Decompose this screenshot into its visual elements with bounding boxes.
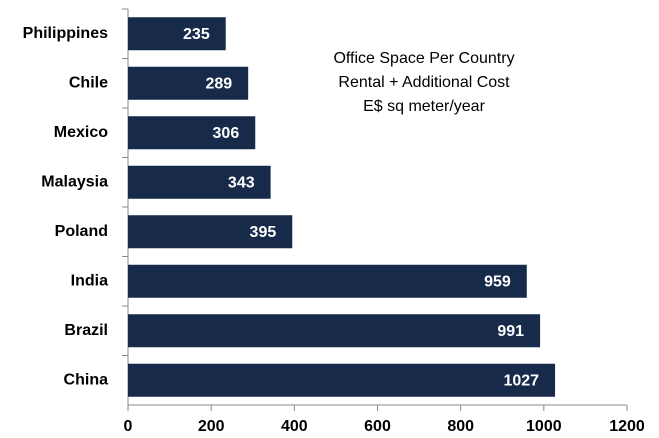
y-tick-label: India (71, 272, 108, 289)
y-tick-label: Malaysia (41, 173, 108, 190)
x-tick-label: 200 (198, 418, 225, 435)
y-tick-label: China (64, 371, 109, 388)
x-tick-label: 400 (281, 418, 308, 435)
bar (128, 264, 527, 298)
chart-title: E$ sq meter/year (363, 98, 486, 115)
bar (128, 314, 541, 348)
bar (128, 116, 256, 150)
bar (128, 215, 293, 249)
value-label: 959 (484, 273, 511, 290)
chart-title: Rental + Additional Cost (338, 74, 510, 91)
x-tick-label: 600 (364, 418, 391, 435)
y-tick-label: Brazil (64, 322, 108, 339)
bar (128, 363, 556, 397)
value-label: 235 (183, 26, 210, 43)
value-label: 306 (213, 125, 240, 142)
y-tick-label: Mexico (54, 124, 108, 141)
x-tick-label: 1200 (609, 418, 645, 435)
value-label: 991 (497, 323, 524, 340)
value-label: 289 (205, 75, 232, 92)
chart-title: Office Space Per Country (333, 50, 514, 67)
value-label: 395 (250, 224, 277, 241)
bar (128, 66, 249, 100)
bar (128, 165, 271, 199)
bar (128, 17, 226, 51)
y-tick-label: Chile (69, 74, 108, 91)
value-label: 1027 (503, 372, 539, 389)
x-tick-label: 0 (124, 418, 133, 435)
x-tick-label: 800 (447, 418, 474, 435)
x-tick-label: 1000 (526, 418, 562, 435)
value-label: 343 (228, 174, 255, 191)
y-tick-label: Philippines (23, 25, 108, 42)
y-tick-label: Poland (55, 223, 108, 240)
